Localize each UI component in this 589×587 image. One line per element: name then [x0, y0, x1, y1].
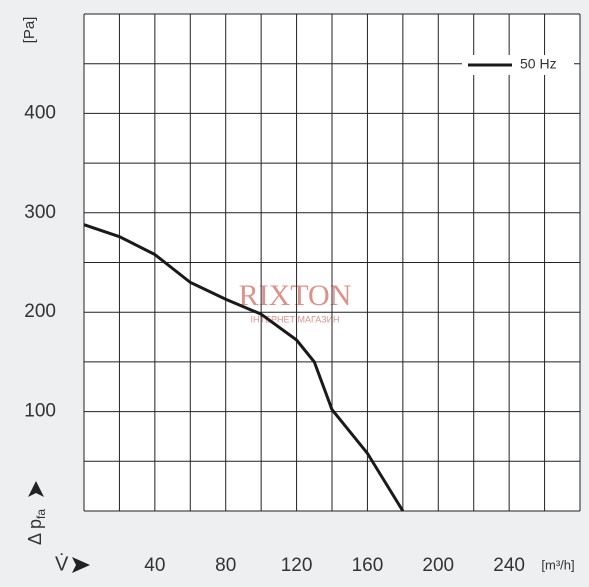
watermark: RIXTON: [239, 279, 352, 312]
x-tick-label: 160: [352, 555, 384, 576]
x-unit: [m³/h]: [541, 557, 574, 572]
y-label-main: Δ p: [25, 519, 45, 545]
y-label-sub: fa: [34, 509, 48, 519]
y-arrow: [28, 481, 44, 497]
x-tick-label: 40: [144, 555, 165, 576]
y-tick-label: 400: [24, 102, 56, 123]
watermark-sub: ІНТЕРНЕТ МАГАЗИН: [250, 314, 339, 324]
legend-label: 50 Hz: [520, 56, 557, 72]
y-tick-label: 200: [24, 301, 56, 322]
y-label-group: Δ pfa: [25, 481, 48, 545]
x-tick-label: 80: [215, 555, 236, 576]
x-tick-label: 120: [281, 555, 313, 576]
line: [83, 223, 405, 512]
x-tick-label: 200: [422, 555, 454, 576]
y-unit: [Pa]: [21, 17, 38, 44]
x-arrow: [72, 557, 90, 573]
x-label: V̇: [55, 553, 69, 575]
y-tick-label: 300: [24, 202, 56, 223]
y-label: Δ pfa: [25, 509, 48, 545]
y-tick-label: 100: [24, 401, 56, 422]
x-tick-label: 240: [493, 555, 525, 576]
legend-box: [462, 55, 574, 75]
